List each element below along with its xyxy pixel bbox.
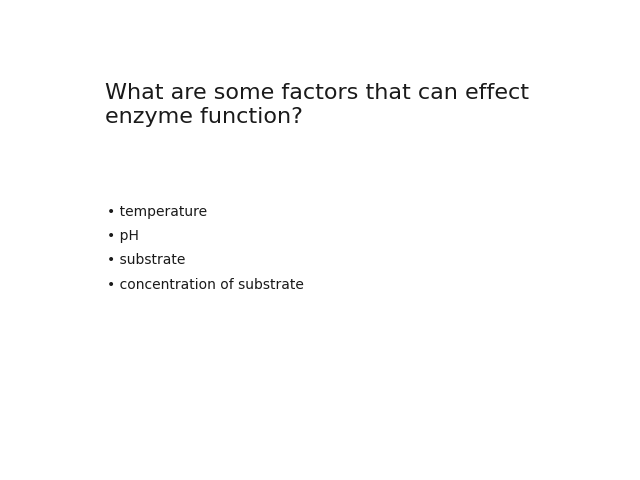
Text: • substrate: • substrate (108, 253, 186, 267)
Text: What are some factors that can effect
enzyme function?: What are some factors that can effect en… (105, 84, 529, 128)
Text: • concentration of substrate: • concentration of substrate (108, 277, 304, 291)
Text: • temperature: • temperature (108, 205, 207, 219)
Text: • pH: • pH (108, 229, 139, 243)
